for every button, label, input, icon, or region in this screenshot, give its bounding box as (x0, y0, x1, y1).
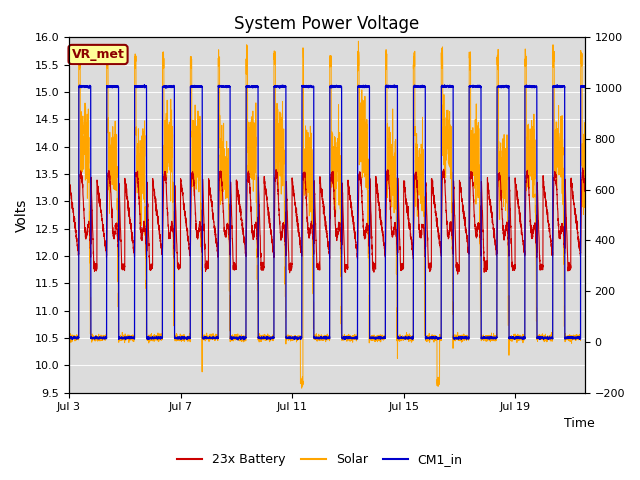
Legend: 23x Battery, Solar, CM1_in: 23x Battery, Solar, CM1_in (172, 448, 468, 471)
X-axis label: Time: Time (564, 418, 595, 431)
Y-axis label: Volts: Volts (15, 198, 29, 232)
Title: System Power Voltage: System Power Voltage (234, 15, 420, 33)
Text: VR_met: VR_met (72, 48, 125, 61)
